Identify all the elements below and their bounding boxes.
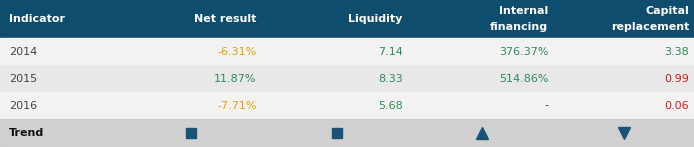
Text: 376.37%: 376.37% (499, 46, 548, 56)
Text: Capital: Capital (645, 6, 689, 16)
Text: 2014: 2014 (9, 46, 37, 56)
Text: Indicator: Indicator (9, 14, 65, 24)
Bar (0, 65, 694, 92)
Text: replacement: replacement (611, 22, 689, 32)
Text: Trend: Trend (9, 127, 44, 137)
Text: 2015: 2015 (9, 74, 37, 83)
Bar (0, 0, 694, 38)
Text: 5.68: 5.68 (378, 101, 403, 111)
Text: 2016: 2016 (9, 101, 37, 111)
Text: financing: financing (490, 22, 548, 32)
Text: 7.14: 7.14 (378, 46, 403, 56)
Text: 0.99: 0.99 (664, 74, 689, 83)
Text: 11.87%: 11.87% (214, 74, 257, 83)
Text: Internal: Internal (499, 6, 548, 16)
Text: 514.86%: 514.86% (499, 74, 548, 83)
Text: 0.06: 0.06 (665, 101, 689, 111)
Bar (0, 92, 694, 119)
Text: Net result: Net result (194, 14, 257, 24)
Text: -6.31%: -6.31% (217, 46, 257, 56)
Text: 3.38: 3.38 (664, 46, 689, 56)
Text: -7.71%: -7.71% (217, 101, 257, 111)
Text: -: - (544, 101, 548, 111)
Text: Liquidity: Liquidity (348, 14, 403, 24)
Text: 8.33: 8.33 (378, 74, 403, 83)
Bar (0, 119, 694, 146)
Bar (0, 38, 694, 65)
